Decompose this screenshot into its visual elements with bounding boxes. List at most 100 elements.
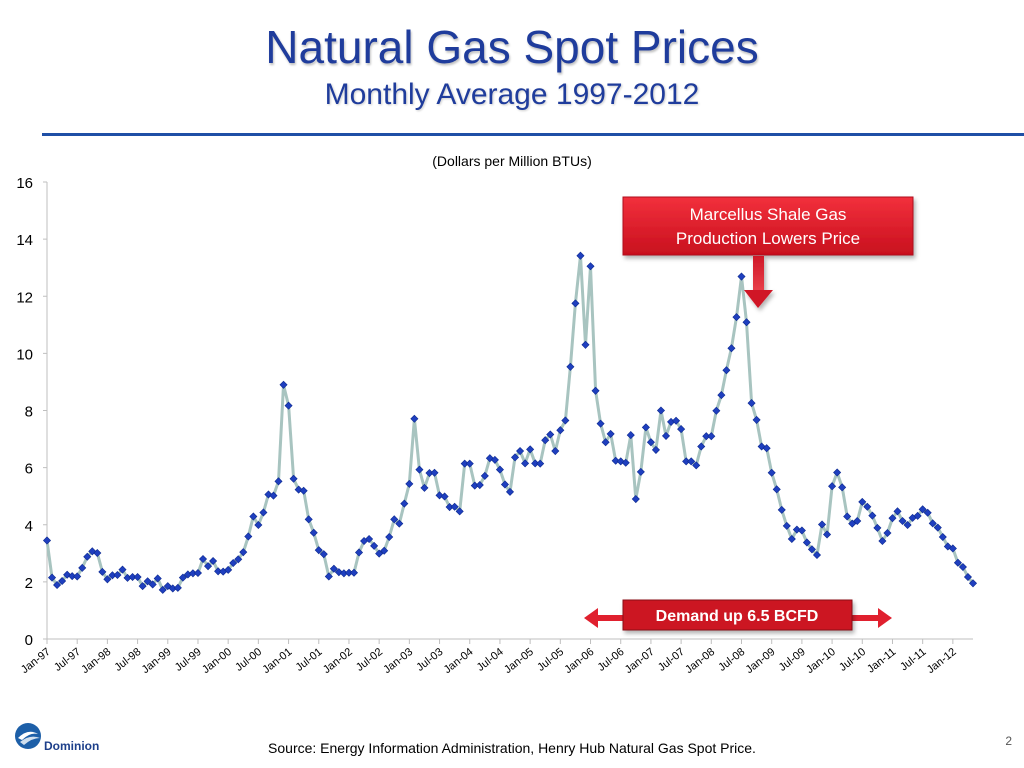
data-point	[133, 572, 142, 582]
data-point	[214, 567, 223, 576]
data-point	[500, 480, 509, 489]
data-point	[58, 576, 67, 586]
logo-text: Dominion	[44, 739, 99, 753]
data-point	[561, 416, 570, 425]
data-point	[354, 548, 364, 557]
data-point	[923, 508, 932, 517]
data-point	[913, 511, 922, 520]
data-point	[968, 579, 978, 588]
data-point	[782, 521, 791, 530]
data-point	[365, 535, 374, 544]
data-point	[420, 483, 429, 492]
data-point	[953, 558, 962, 567]
y-tick-label: 8	[25, 404, 33, 421]
data-point	[777, 505, 786, 514]
data-point	[566, 362, 575, 371]
x-tick-label: Jul-10	[837, 646, 868, 674]
x-tick-label: Jul-97	[52, 646, 83, 674]
data-point	[193, 568, 203, 578]
data-point	[143, 577, 152, 586]
data-point	[586, 262, 595, 271]
x-tick-label: Jan-11	[865, 646, 898, 676]
x-tick-label: Jul-00	[233, 646, 264, 674]
data-point	[430, 468, 439, 477]
data-point	[249, 512, 258, 521]
data-point	[712, 406, 721, 415]
data-point	[817, 520, 827, 529]
data-point	[42, 536, 52, 545]
data-point	[646, 438, 655, 447]
x-tick-label: Jul-02	[354, 646, 385, 674]
data-point	[807, 545, 816, 554]
data-point	[259, 508, 268, 517]
data-point	[309, 528, 318, 537]
data-point	[858, 497, 867, 506]
x-tick-label: Jul-05	[535, 646, 566, 674]
data-point	[868, 511, 877, 520]
x-tick-label: Jul-98	[112, 646, 143, 674]
data-point	[823, 530, 832, 539]
marcellus-callout-box	[622, 196, 914, 256]
data-point	[747, 399, 756, 408]
x-tick-label: Jan-98	[79, 646, 113, 676]
data-point	[656, 406, 666, 415]
data-point	[546, 430, 555, 439]
data-point	[752, 415, 761, 424]
data-point	[113, 570, 122, 580]
x-tick-label: Jan-02	[321, 646, 355, 676]
x-tick-label: Jan-09	[744, 646, 778, 676]
data-point	[98, 567, 107, 576]
data-point	[269, 491, 278, 500]
x-tick-label: Jan-10	[804, 646, 838, 676]
x-tick-label: Jan-01	[261, 646, 295, 676]
data-point	[385, 533, 394, 542]
data-point	[78, 563, 87, 572]
data-point	[370, 541, 379, 550]
y-tick-label: 16	[16, 175, 33, 192]
data-point	[797, 526, 806, 535]
data-point	[888, 514, 897, 523]
data-point	[938, 533, 947, 542]
data-point	[571, 299, 580, 308]
y-axis-ticks: 0 2 4 6 8 10 12 14 16	[16, 175, 47, 649]
data-point	[349, 568, 359, 577]
x-tick-label: Jul-11	[898, 646, 928, 673]
data-point	[415, 465, 424, 474]
y-tick-label: 10	[16, 346, 33, 363]
data-point	[641, 423, 650, 432]
data-point	[762, 444, 771, 453]
data-point	[53, 580, 62, 590]
data-point	[229, 558, 238, 568]
x-tick-label: Jan-07	[623, 646, 657, 676]
data-point	[138, 582, 147, 591]
data-point	[234, 555, 243, 564]
data-point	[279, 380, 288, 389]
y-tick-label: 14	[16, 232, 33, 249]
data-point	[833, 468, 842, 477]
data-point	[737, 272, 746, 281]
data-point	[697, 442, 706, 451]
data-point	[495, 465, 504, 474]
data-point	[792, 525, 801, 534]
data-point	[304, 515, 313, 524]
x-tick-label: Jul-08	[716, 646, 747, 674]
x-tick-label: Jan-99	[140, 646, 174, 676]
data-point	[536, 459, 545, 468]
marcellus-callout-line1: Marcellus Shale Gas	[690, 205, 847, 224]
data-point	[254, 521, 263, 530]
data-point	[244, 532, 253, 541]
data-point	[707, 432, 716, 441]
data-point	[883, 529, 892, 538]
data-point	[284, 401, 293, 410]
data-point	[93, 549, 102, 558]
data-point	[163, 582, 172, 591]
data-point	[178, 573, 187, 582]
data-point	[511, 453, 520, 462]
y-tick-label: 6	[25, 461, 33, 478]
data-point	[48, 573, 57, 582]
data-point	[209, 557, 218, 566]
data-point	[173, 583, 182, 592]
demand-callout-text: Demand up 6.5 BCFD	[656, 608, 819, 625]
demand-callout: Demand up 6.5 BCFD	[584, 599, 892, 631]
